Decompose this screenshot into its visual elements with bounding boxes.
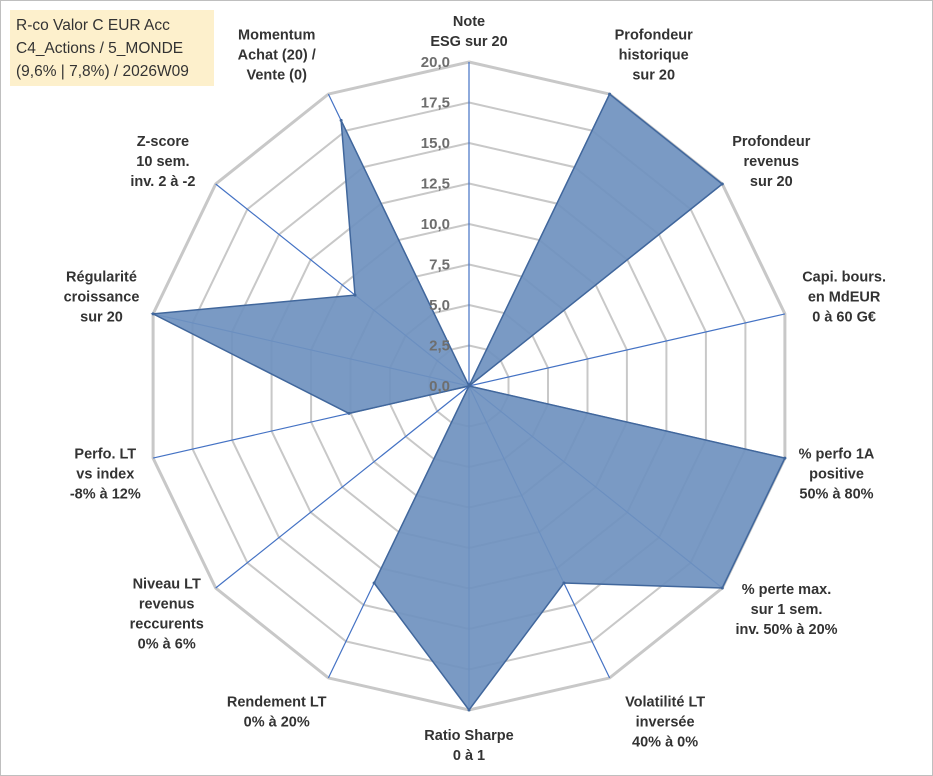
axis-label-line: Régularité xyxy=(66,270,137,286)
axis-label-line: sur 20 xyxy=(750,174,793,190)
axis-label: % perte max. sur 1 sem. inv. 50% à 20% xyxy=(735,582,837,638)
axis-label: Volatilité LT inversée 40% à 0% xyxy=(625,695,705,751)
axis-label-line: inv. 2 à -2 xyxy=(130,174,195,190)
tick-label: 0,0 xyxy=(429,378,450,395)
fund-stats: (9,6% | 7,8%) / 2026W09 xyxy=(16,63,189,80)
axis-label-line: Perfo. LT xyxy=(74,446,136,462)
axis-label: Capi. bours. en MdEUR 0 à 60 G€ xyxy=(802,270,886,326)
axis-label: Rendement LT 0% à 20% xyxy=(227,695,327,731)
series-point xyxy=(467,384,471,388)
axis-label-line: Profondeur xyxy=(732,134,810,150)
axis-label-line: Niveau LT xyxy=(133,576,201,592)
radar-series xyxy=(150,92,787,712)
tick-label: 10,0 xyxy=(421,216,450,233)
axis-label: % perfo 1A positive 50% à 80% xyxy=(799,446,875,502)
axis-label-line: Rendement LT xyxy=(227,695,327,711)
tick-label: 17,5 xyxy=(421,95,450,112)
axis-label-line: sur 20 xyxy=(632,68,675,84)
series-point xyxy=(562,581,566,585)
axis-label: Ratio Sharpe 0 à 1 xyxy=(424,728,513,764)
axis-label-line: 50% à 80% xyxy=(799,486,873,502)
axis-spoke xyxy=(215,385,470,589)
series-point xyxy=(151,312,155,316)
axis-label-line: ESG sur 20 xyxy=(430,34,507,50)
axis-label-line: positive xyxy=(809,466,864,482)
axis-label-line: sur 1 sem. xyxy=(751,602,823,618)
axis-label-line: Capi. bours. xyxy=(802,270,886,286)
axis-label-line: 40% à 0% xyxy=(632,735,698,751)
series-point xyxy=(372,581,376,585)
axis-label-line: 10 sem. xyxy=(136,154,189,170)
series-point xyxy=(467,708,471,712)
series-point xyxy=(720,586,724,590)
axis-label-line: Achat (20) / xyxy=(238,48,316,64)
radar-axis-labels: Note ESG sur 20 Profondeur historique sur 20… xyxy=(64,14,886,764)
axis-label-line: en MdEUR xyxy=(808,290,881,306)
axis-label-line: % perfo 1A xyxy=(799,446,875,462)
fund-name: R-co Valor C EUR Acc xyxy=(16,17,170,34)
axis-label-line: Z-score xyxy=(137,134,189,150)
axis-label-line: revenus xyxy=(139,596,195,612)
axis-label-line: 0 à 60 G€ xyxy=(812,310,876,326)
axis-label-line: historique xyxy=(619,48,689,64)
axis-label: Note ESG sur 20 xyxy=(430,14,507,50)
tick-label: 7,5 xyxy=(429,257,450,274)
axis-label-line: inv. 50% à 20% xyxy=(735,622,837,638)
series-point xyxy=(608,92,612,96)
axis-label: Régularité croissance sur 20 xyxy=(64,270,140,326)
axis-label-line: Volatilité LT xyxy=(625,695,705,711)
series-point xyxy=(339,118,343,122)
series-point xyxy=(783,456,787,460)
axis-label-line: 0 à 1 xyxy=(453,748,485,764)
axis-label-line: 0% à 6% xyxy=(138,636,196,652)
axis-label-line: croissance xyxy=(64,290,140,306)
axis-label-line: Vente (0) xyxy=(246,68,307,84)
axis-label-line: Ratio Sharpe xyxy=(424,728,513,744)
tick-label: 15,0 xyxy=(421,135,450,152)
tick-label: 12,5 xyxy=(421,176,450,193)
tick-label: 20,0 xyxy=(421,54,450,71)
series-point xyxy=(353,293,357,297)
axis-label-line: revenus xyxy=(743,154,799,170)
axis-label-line: Profondeur xyxy=(615,28,693,44)
axis-label: Momentum Achat (20) / Vente (0) xyxy=(238,28,316,84)
axis-label-line: 0% à 20% xyxy=(244,715,310,731)
axis-label-line: % perte max. xyxy=(742,582,831,598)
tick-label: 2,5 xyxy=(429,338,450,355)
axis-label-line: reccurents xyxy=(130,616,204,632)
axis-label: Profondeur revenus sur 20 xyxy=(732,134,810,190)
axis-label-line: inversée xyxy=(636,715,695,731)
axis-label-line: Momentum xyxy=(238,28,315,44)
axis-label-line: Note xyxy=(453,14,485,30)
fund-category: C4_Actions / 5_MONDE xyxy=(16,40,184,57)
fund-title-box: R-co Valor C EUR Acc C4_Actions / 5_MOND… xyxy=(10,10,214,86)
radar-tick-labels: 0,0 2,5 5,0 7,5 10,0 12,5 15,0 17,5 20,0 xyxy=(421,54,450,395)
axis-label: Profondeur historique sur 20 xyxy=(615,28,693,84)
tick-label: 5,0 xyxy=(429,297,450,314)
axis-label: Z-score 10 sem. inv. 2 à -2 xyxy=(130,134,195,190)
axis-label-line: sur 20 xyxy=(80,310,123,326)
series-point xyxy=(347,411,351,415)
axis-label-line: vs index xyxy=(76,466,134,482)
axis-label: Niveau LT revenus reccurents 0% à 6% xyxy=(130,576,204,652)
axis-spoke xyxy=(468,313,786,387)
axis-label-line: -8% à 12% xyxy=(70,486,141,502)
axis-label: Perfo. LT vs index -8% à 12% xyxy=(70,446,141,502)
series-point xyxy=(720,182,724,186)
